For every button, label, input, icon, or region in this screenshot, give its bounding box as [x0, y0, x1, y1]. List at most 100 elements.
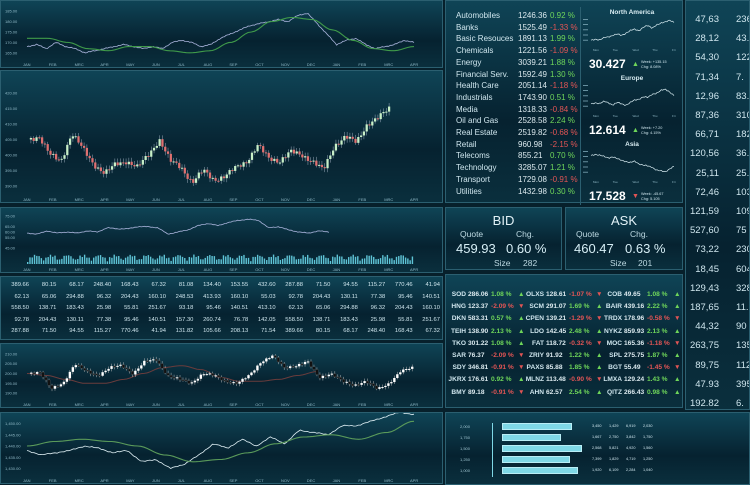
candle-up	[408, 368, 411, 370]
candle-down	[49, 150, 52, 155]
ticker-item[interactable]: TEIH 138.90 2.13 % ▲	[449, 328, 525, 340]
candle-down	[169, 153, 172, 162]
bar-number: 4,920	[626, 446, 636, 450]
candle-down	[376, 118, 380, 120]
candle-down	[284, 157, 287, 159]
candle-down	[315, 160, 318, 166]
candle-down	[91, 158, 94, 163]
ticker-item[interactable]: SAR 76.37 -2.09 % ▼	[449, 352, 525, 364]
right-value: 263,75	[689, 340, 719, 352]
ticker-price: 128.61	[546, 291, 567, 298]
sector-value: 1525.49	[518, 22, 547, 32]
ticker-item[interactable]: AHN 62.57 2.54 % ▲	[527, 389, 603, 401]
right-value: 6.	[736, 398, 744, 409]
ticker-item[interactable]: ZRIY 91.92 1.22 % ▲	[527, 352, 603, 364]
x-tick-label: SEP	[229, 197, 237, 202]
ticker-symbol: JKRX	[448, 376, 466, 384]
ticker-item[interactable]: BMY 89.18 -0.91 % ▼	[449, 389, 525, 401]
ticker-change: -0.32 %	[569, 339, 592, 347]
sector-name: Oil and Gas	[456, 116, 499, 126]
volume-bar	[398, 256, 400, 264]
sector-name: Health Care	[456, 81, 499, 91]
ticker-item[interactable]: COB 49.65 1.08 % ▲	[605, 291, 681, 303]
candle-up	[113, 162, 116, 167]
ticker-item[interactable]: LDO 142.45 2.48 % ▲	[527, 328, 603, 340]
table-row: 62.13 65.06 294.88 96.32 204.43 160.10 248.53 4…	[1, 293, 442, 302]
ticker-item[interactable]: SOD 286.06 1.08 % ▲	[449, 291, 525, 303]
candle-up	[242, 162, 245, 167]
volume-bar	[272, 254, 275, 264]
volume-bar	[309, 257, 311, 264]
ticker-item[interactable]: HNG 123.37 -2.09 % ▼	[449, 303, 525, 315]
ticker-item[interactable]: BAIR 439.16 2.22 % ▲	[605, 303, 681, 315]
table-cell: 168.43	[120, 282, 139, 288]
ticker-price: 138.90	[468, 327, 489, 335]
ticker-item[interactable]: DKN 583.31 0.57 % ▲	[449, 315, 525, 327]
x-tick-label: SEP	[229, 62, 237, 67]
volume-bar	[386, 254, 389, 264]
sector-row: Basic Resouces 1891.13 1.99 %	[456, 34, 578, 46]
sector-name: Telecoms	[456, 151, 490, 161]
volume-bar	[320, 255, 323, 264]
ticker-item[interactable]: FAT 118.72 -0.32 % ▼	[527, 340, 603, 352]
up-arrow-icon: ▲	[518, 339, 525, 347]
sector-value: 2528.58	[518, 116, 547, 126]
ticker-item[interactable]: PAXS 85.88 1.85 % ▲	[527, 364, 603, 376]
ticker-symbol: DKN	[451, 315, 466, 323]
ticker-item[interactable]: SPL 275.75 1.87 % ▲	[605, 352, 681, 364]
volume-bar	[313, 259, 316, 264]
x-tick-label: APR	[410, 267, 418, 272]
volume-bar	[27, 262, 29, 264]
table-cell: 62.13	[288, 305, 303, 311]
candle-up	[385, 111, 388, 113]
candle-up	[387, 106, 391, 112]
candle-down	[235, 381, 238, 384]
x-tick-label: NOV	[281, 197, 290, 202]
ticker-item[interactable]: MOC 165.36 -1.18 % ▼	[605, 340, 681, 352]
candle-down	[157, 360, 161, 364]
sector-change: 0.92 %	[550, 11, 575, 20]
candle-up	[304, 156, 307, 158]
right-value: 75	[736, 225, 747, 237]
ticker-symbol: AHN	[529, 388, 544, 396]
volume-bar	[138, 259, 140, 264]
x-tick-label: FEB	[358, 62, 366, 67]
ticker-item[interactable]: BGT 55.49 -1.45 % ▼	[605, 364, 681, 376]
table-cell: 294.88	[66, 293, 84, 300]
bar	[502, 467, 578, 474]
sector-row: Telecoms 855.21 0.70 %	[456, 151, 578, 163]
ticker-item[interactable]: TRDX 178.96 -0.58 % ▼	[604, 315, 681, 327]
candle-down	[128, 368, 131, 372]
x-tick-label: Thu	[652, 180, 658, 184]
x-tick-label: APR	[410, 478, 418, 483]
ticker-item[interactable]: JKRX 176.61 0.92 % ▲	[448, 376, 525, 388]
ticker-item[interactable]: MLNZ 113.48 -0.90 % ▼	[526, 376, 603, 388]
candle-up	[354, 384, 357, 386]
ticker-item[interactable]: NYKZ 859.93 2.13 % ▲	[604, 328, 681, 340]
x-tick-label: JUN	[152, 62, 160, 67]
ticker-item[interactable]: SDY 346.81 -0.91 % ▼	[449, 364, 525, 376]
table-cell: 140.51	[148, 316, 166, 323]
sector-row: Industrials 1743.90 0.51 %	[456, 93, 578, 105]
ticker-item[interactable]: SCM 291.07 1.69 % ▲	[527, 303, 603, 315]
volume-bar	[341, 256, 343, 264]
ticker-item[interactable]: TKO 301.22 1.08 % ▲	[449, 340, 525, 352]
candle-up	[172, 161, 175, 163]
ticker-symbol: OLXS	[526, 291, 544, 298]
table-row: 92.78 204.43 130.11 77.38 95.46 140.51 157.30 2…	[1, 316, 442, 325]
candle-down	[309, 361, 313, 367]
candle-up	[259, 363, 262, 366]
ticker-item[interactable]: OLXS 128.61 -1.07 % ▼	[526, 291, 603, 303]
ticker-item[interactable]: QITZ 266.43 0.98 % ▲	[605, 389, 681, 401]
volume-bar	[111, 257, 113, 264]
volume-chart-panel: 45.00 55.00 60.00 65.00 75.00 JAN FEB MRC APR MAY…	[0, 207, 443, 273]
ticker-item[interactable]: LMXA 129.24 1.43 % ▲	[603, 376, 681, 388]
volume-bar	[270, 256, 272, 264]
candle-up	[363, 381, 366, 384]
ticker-item[interactable]: CPEN 139.21 -1.29 % ▼	[526, 315, 603, 327]
volume-bar	[99, 255, 102, 264]
candle-up	[59, 384, 63, 387]
volume-bar	[56, 259, 58, 264]
sector-change: -0.84 %	[550, 104, 578, 114]
table-cell: 248.40	[93, 282, 112, 288]
